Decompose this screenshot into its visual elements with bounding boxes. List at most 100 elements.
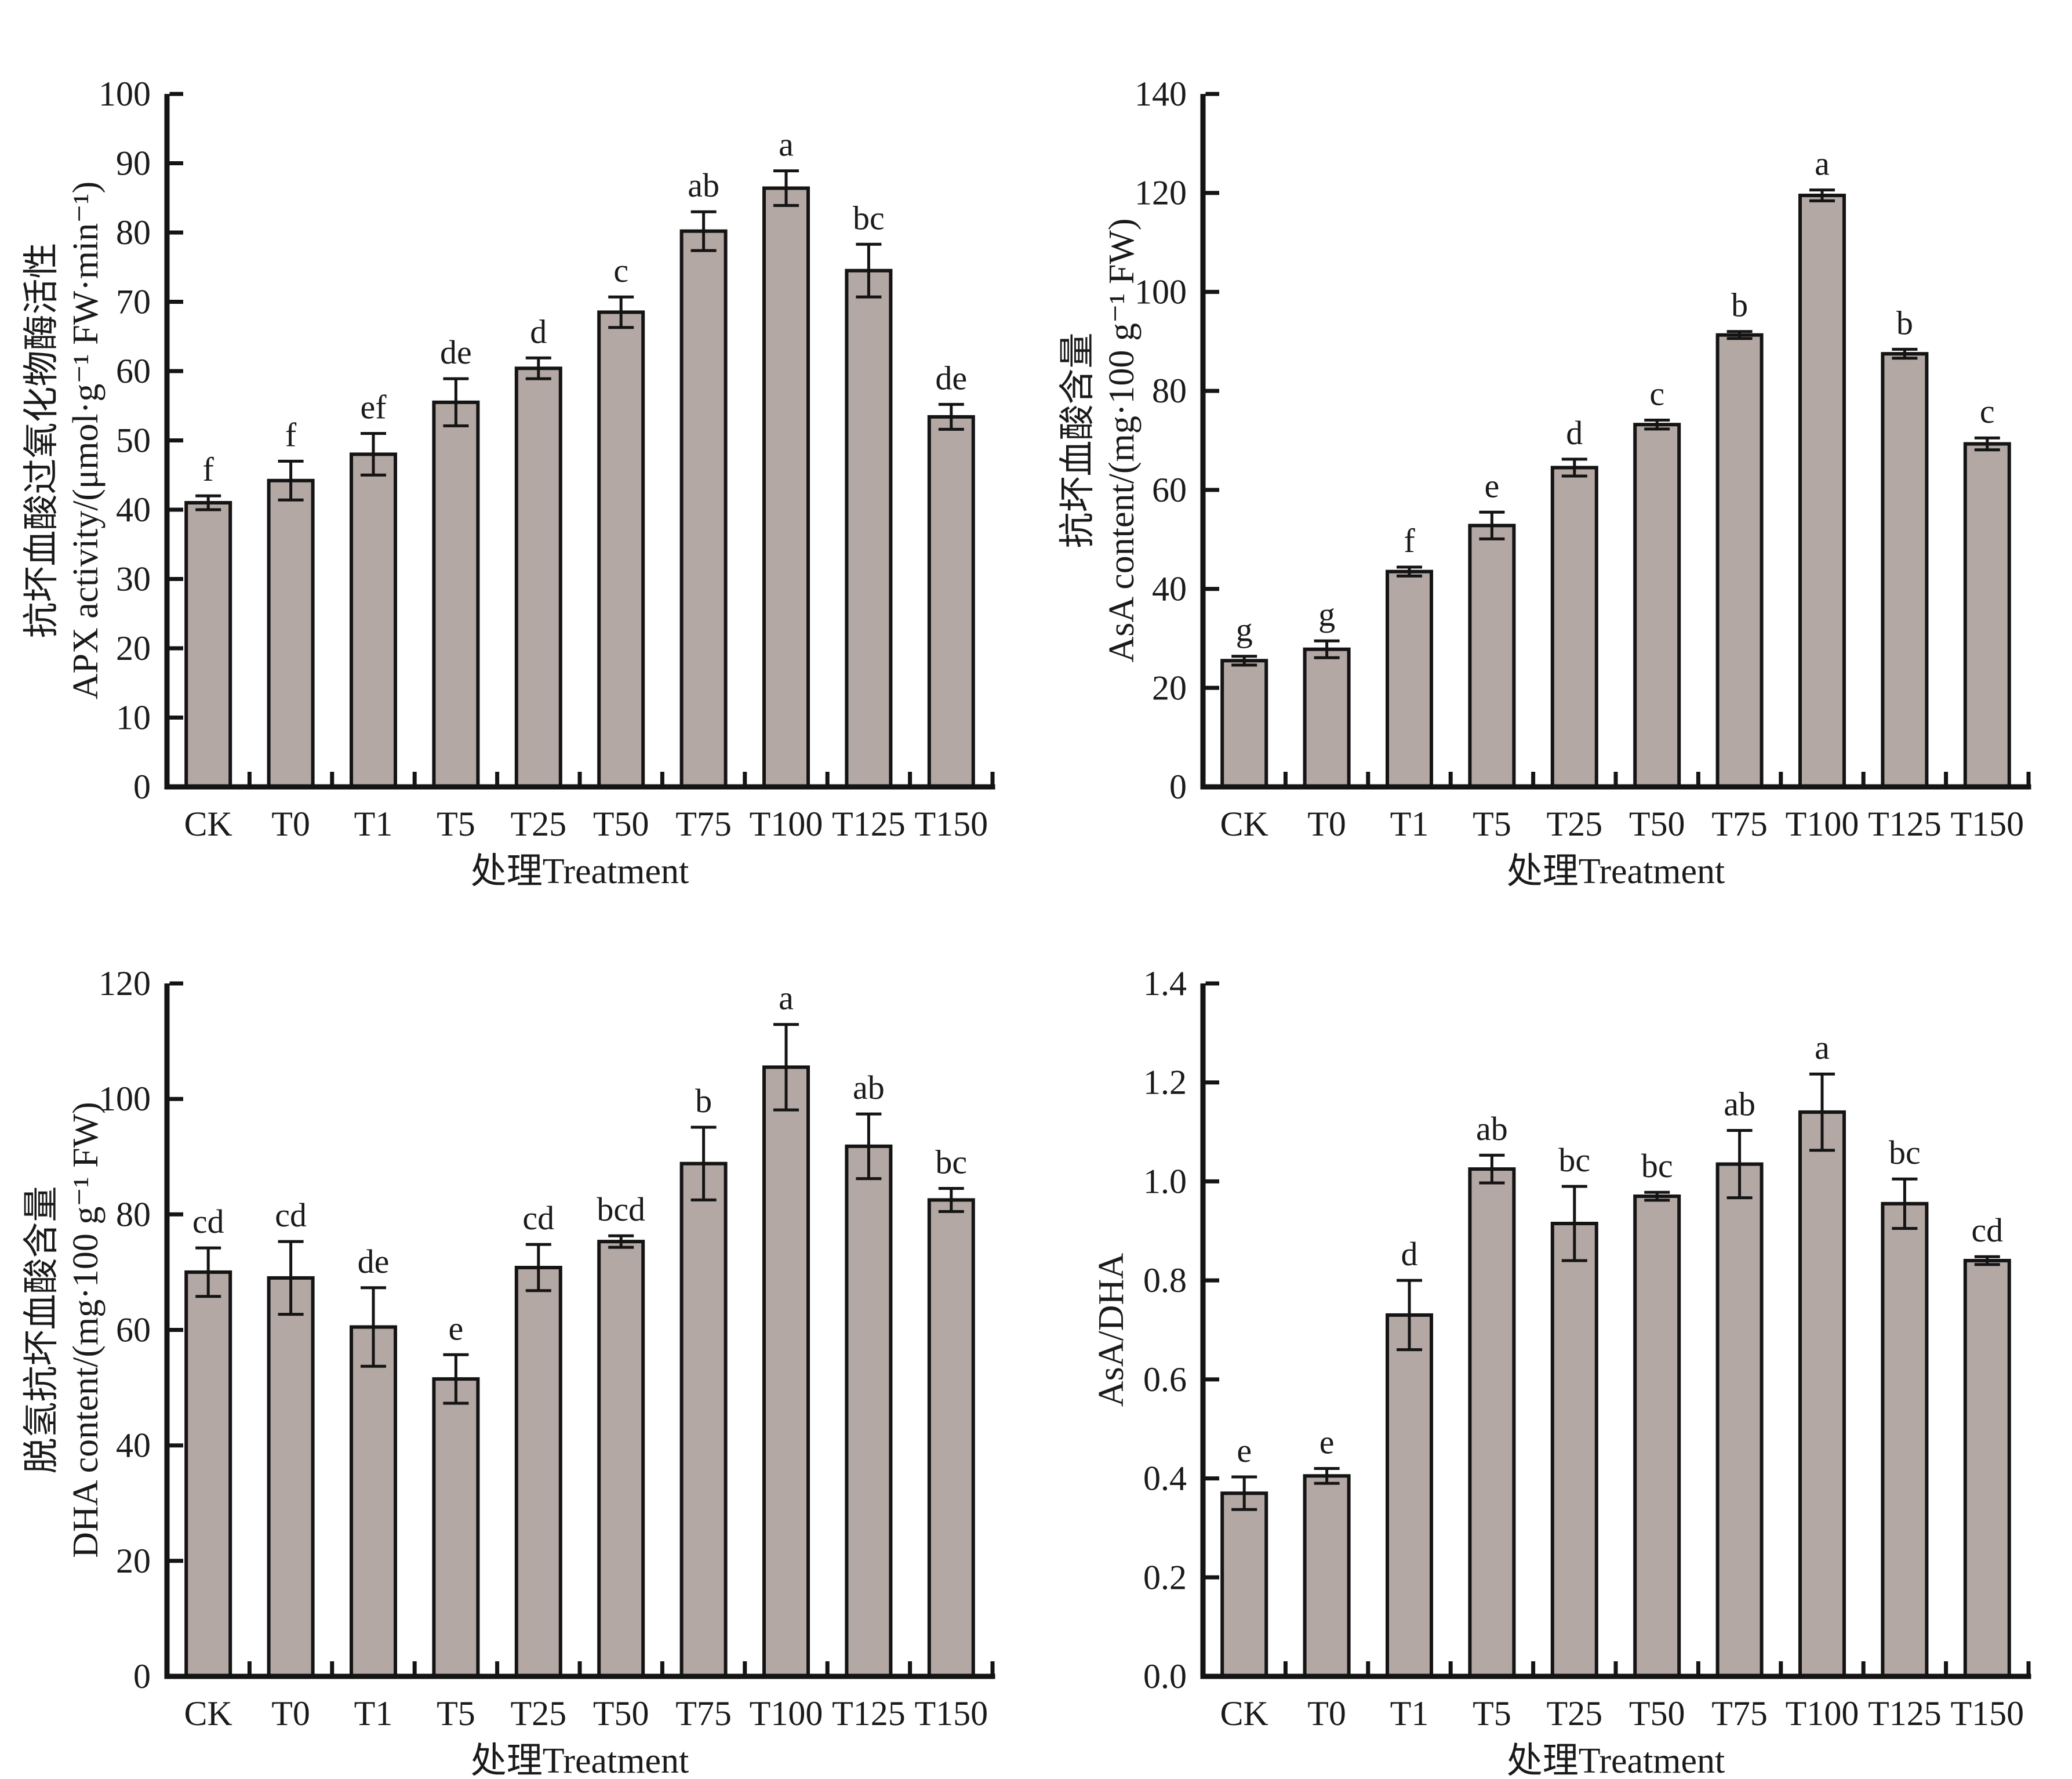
significance-letter: ab [1724,1085,1755,1123]
bar-T75 [679,1161,728,1678]
y-tick-label: 0 [133,768,151,806]
y-tick-label: 1.4 [1143,964,1187,1003]
significance-letter: ab [688,166,719,204]
y-tick-label: 40 [116,491,151,529]
error-bar-T50 [1644,1190,1670,1202]
bar-T0 [1303,1474,1351,1678]
x-axis-label: 处理Treatment [471,852,689,890]
significance-letter: de [358,1243,390,1280]
bar-T1 [350,452,397,789]
chart-asa-content: g g f e d c b a b c 0 20 40 60 80 100 120 140 CK T0 T1 T5 T25 T… [1036,0,2072,890]
error-bar-T125 [856,242,882,299]
error-bar-CK [195,494,221,511]
significance-letter: b [695,1082,712,1120]
significance-letter: b [1896,304,1913,342]
x-tick-label: CK [184,805,232,843]
significance-letter: d [1566,414,1583,452]
y-tick-label: 0.0 [1143,1657,1187,1696]
bar-T100 [1798,1110,1846,1678]
bar-T75 [679,229,728,789]
error-bar-T0 [1314,1467,1340,1485]
y-axis-label-en: AsA/DHA [1092,1253,1131,1407]
y-tick-label: 80 [1152,372,1187,410]
y-axis-label-cn: 抗坏血酸含量 [1058,332,1097,548]
y-tick-label: 0 [133,1657,151,1696]
error-bar-T75 [690,1126,717,1201]
bar-T5 [432,1377,480,1678]
bar-T50 [1633,423,1681,789]
error-bar-T25 [1561,1185,1587,1262]
y-tick-label: 70 [116,283,151,321]
bar-T0 [267,1276,315,1678]
y-tick-label: 10 [116,699,151,737]
significance-letter: bcd [597,1190,645,1228]
y-tick-label: 30 [116,560,151,598]
significance-letter: f [1404,522,1415,560]
bar-T1 [1386,569,1433,789]
x-tick-label: T150 [914,1694,988,1733]
y-tick-label: 1.2 [1143,1063,1187,1102]
error-bar-T25 [525,1243,551,1293]
bar-T0 [267,478,315,789]
x-tick-label: T50 [593,1694,649,1733]
significance-letter: de [440,333,472,371]
significance-letter: b [1731,286,1748,324]
error-bar-T1 [361,1286,386,1368]
x-tick-label: CK [184,1694,232,1733]
error-bar-T5 [443,1353,469,1405]
x-tick-label: T125 [1868,805,1942,843]
bar-CK [184,1270,232,1678]
bar-T0 [1303,647,1351,789]
significance-letter: d [530,313,547,350]
x-tick-label: T1 [354,1694,393,1733]
error-bar-T50 [608,295,634,329]
error-bar-T100 [773,169,799,207]
x-axis-label: 处理Treatment [471,1741,689,1779]
y-tick-label: 50 [116,422,151,460]
significance-letter: c [1649,375,1664,413]
axes [1200,981,2031,1679]
x-tick-label: T100 [750,1694,823,1733]
error-bar-CK [1231,1475,1257,1511]
chart-dha-content: cd cd de e cd bcd b a ab bc 0 20 40 60 80 100 120 CK T0 T1 T… [0,890,1036,1779]
bar-T75 [1715,1162,1764,1679]
x-tick-label: T150 [1950,1694,2024,1733]
x-tick-label: CK [1220,805,1268,843]
x-tick-label: T125 [1868,1694,1942,1733]
significance-letter: bc [1889,1134,1921,1171]
error-bar-T150 [1974,1255,2000,1266]
y-tick-label: 100 [1135,273,1187,311]
significance-letter: d [1401,1235,1418,1273]
significance-letter: f [285,416,297,453]
x-tick-label: T5 [437,1694,475,1733]
axes [164,92,995,790]
x-tick-label: T1 [354,805,393,843]
bar-T1 [1386,1313,1433,1678]
x-tick-label: T125 [832,805,906,843]
significance-letter: g [1236,611,1253,649]
bar-T100 [1798,194,1846,789]
bar-CK [1220,659,1268,789]
error-bar-T50 [1644,419,1670,431]
asa-content-chart: g g f e d c b a b c 0 20 40 60 80 100 120 140 CK T0 T1 T5 T25 T… [1058,75,2031,890]
y-tick-label: 60 [1152,471,1187,509]
significance-letter: ef [360,389,387,426]
x-tick-label: T100 [750,805,823,843]
bar-CK [1220,1491,1268,1678]
significance-letter: e [1237,1432,1252,1469]
y-tick-label: 90 [116,144,151,183]
y-tick-label: 120 [99,964,151,1003]
x-tick-label: T25 [510,1694,566,1733]
bar-T5 [1468,1167,1516,1679]
error-bar-T0 [278,459,304,502]
error-bar-T0 [278,1240,304,1316]
error-bar-T100 [1809,188,1835,202]
chart-asa-dha-ratio: e e d ab bc bc ab a bc cd 0.0 0.2 0.4 0.6 0.8 1.0 1.2 1.4… [1036,890,2072,1779]
significance-letter: bc [1641,1147,1673,1185]
significance-letter: ab [853,1069,885,1106]
bar-T5 [432,400,480,789]
x-tick-label: T25 [1546,805,1602,843]
bar-T25 [1550,466,1598,789]
x-tick-label: T50 [593,805,649,843]
